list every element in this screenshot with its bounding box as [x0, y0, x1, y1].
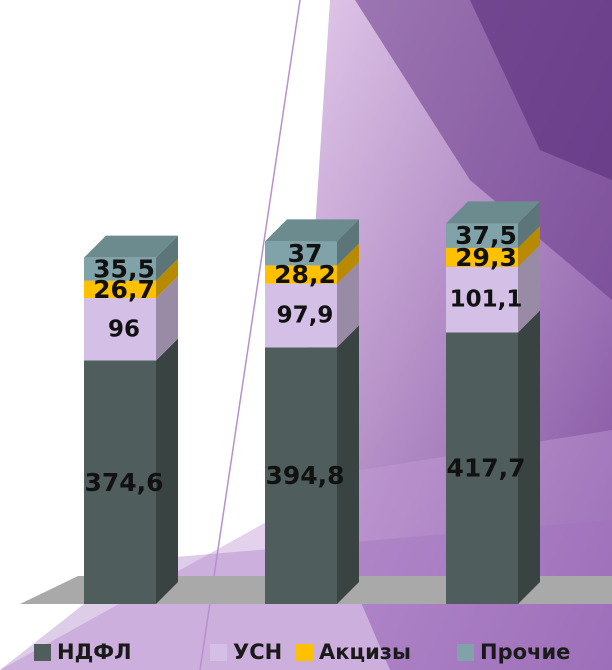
- bar-top: [84, 235, 178, 258]
- data-label: 35,5: [93, 255, 155, 284]
- bar-top: [446, 201, 540, 224]
- bar-side-прочие: [156, 235, 178, 281]
- data-label: 96: [108, 316, 140, 342]
- legend-item-1: НДФЛ: [34, 638, 132, 666]
- bar-stack-2: 394,8 97,9 28,237: [265, 219, 359, 604]
- bar-side-ндфл: [337, 325, 359, 604]
- bar-side-усн: [337, 261, 359, 348]
- bar-segment-акцизы: [265, 265, 337, 284]
- bar-segment-прочие: [265, 241, 337, 266]
- data-label: 374,6: [84, 468, 163, 497]
- legend-label: НДФЛ: [57, 640, 132, 664]
- data-label: 97,9: [277, 303, 334, 329]
- bar-segment-усн: [84, 298, 156, 361]
- bar-side-прочие: [518, 201, 540, 248]
- data-label: 417,7: [446, 454, 525, 483]
- bar-segment-акцизы: [84, 280, 156, 299]
- data-label: 101,1: [450, 287, 523, 313]
- bar-side-ндфл: [518, 310, 540, 604]
- data-label: 29,3: [455, 243, 517, 272]
- legend-swatch: [34, 643, 51, 661]
- data-label: 26,7: [93, 275, 155, 304]
- data-label: 394,8: [265, 461, 344, 490]
- legend-swatch: [210, 643, 227, 661]
- legend-label: Акцизы: [319, 640, 411, 664]
- bar-side-акцизы: [518, 225, 540, 267]
- bar-segment-ндфл: [265, 347, 337, 604]
- bar-side-акцизы: [156, 258, 178, 299]
- legend-label: Прочие: [480, 640, 571, 664]
- bar-segment-ндфл: [446, 332, 518, 604]
- bar-side-акцизы: [337, 243, 359, 284]
- bar-segment-прочие: [84, 257, 156, 281]
- bar-top: [265, 219, 359, 242]
- bar-segment-акцизы: [446, 247, 518, 267]
- data-label: 37: [288, 239, 323, 268]
- bar-segment-усн: [265, 283, 337, 348]
- bar-segment-ндфл: [84, 360, 156, 604]
- data-label: 28,2: [274, 260, 336, 289]
- bar-stack-3: 417,7 101,1 29,337,5: [446, 201, 540, 604]
- legend-item-3: Акцизы: [296, 638, 411, 666]
- legend-item-4: Прочие: [457, 638, 570, 666]
- legend-swatch: [457, 643, 474, 661]
- bar-segment-усн: [446, 266, 518, 333]
- bar-stack-1: 374,6 96 26,735,5: [84, 235, 178, 604]
- bar-segment-прочие: [446, 223, 518, 248]
- legend-label: УСН: [233, 640, 283, 664]
- bar-side-ндфл: [156, 338, 178, 604]
- bar-side-усн: [156, 276, 178, 361]
- legend: НДФЛ УСН Акцизы Прочие: [0, 634, 612, 670]
- legend-swatch: [296, 643, 313, 661]
- legend-item-2: УСН: [210, 638, 282, 666]
- bars: 374,6 96 26,735,5 394,8 97,9 28,237 417,7 101,1…: [84, 201, 540, 604]
- bar-side-усн: [518, 244, 540, 333]
- data-label: 37,5: [455, 221, 517, 250]
- bar-side-прочие: [337, 219, 359, 266]
